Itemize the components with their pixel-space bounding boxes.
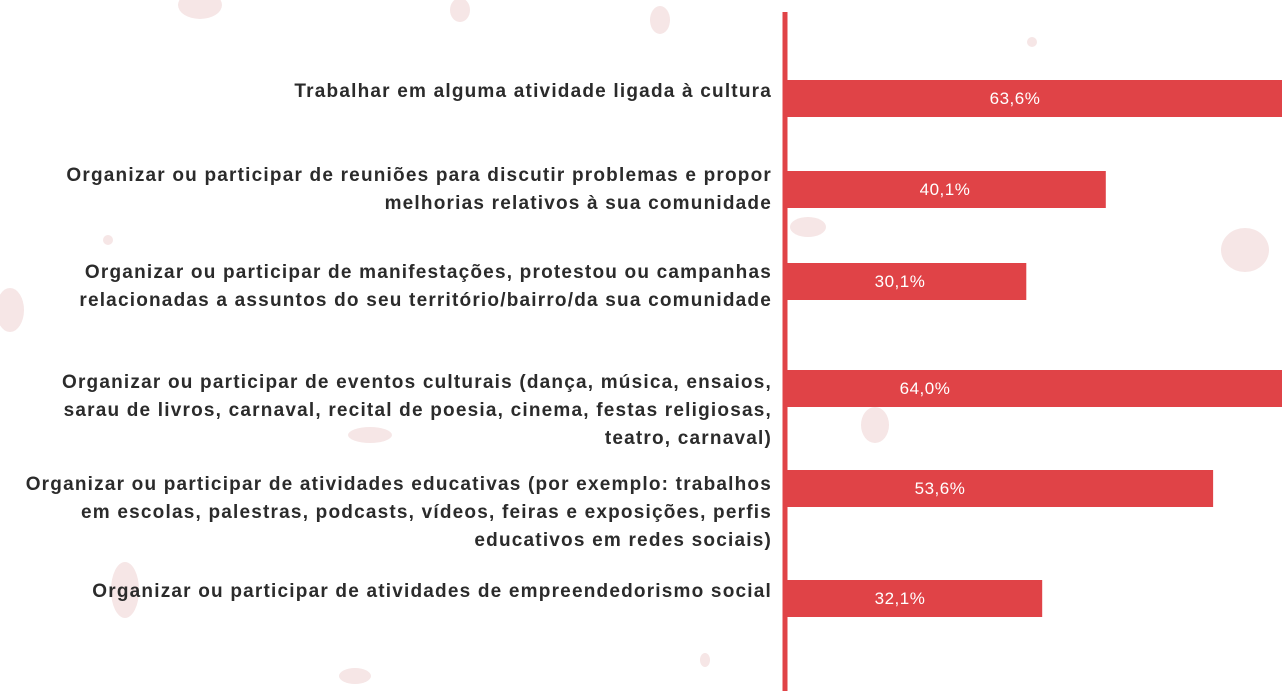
category-label: Trabalhar em alguma atividade ligada à c…	[2, 78, 772, 106]
value-label: 53,6%	[915, 479, 966, 498]
category-label: Organizar ou participar de reuniões para…	[2, 162, 772, 218]
category-label: Organizar ou participar de manifestações…	[2, 259, 772, 315]
category-label: Organizar ou participar de atividades de…	[2, 578, 772, 606]
value-label: 30,1%	[875, 272, 926, 291]
category-label: Organizar ou participar de atividades ed…	[2, 471, 772, 555]
value-label: 64,0%	[900, 379, 951, 398]
value-label: 32,1%	[875, 589, 926, 608]
value-label: 40,1%	[920, 180, 971, 199]
page: 63,6%40,1%30,1%64,0%53,6%32,1% (() => { …	[0, 0, 1282, 691]
bar	[787, 470, 1213, 507]
value-label: 63,6%	[990, 89, 1041, 108]
bar	[787, 370, 1282, 407]
category-label: Organizar ou participar de eventos cultu…	[2, 369, 772, 453]
